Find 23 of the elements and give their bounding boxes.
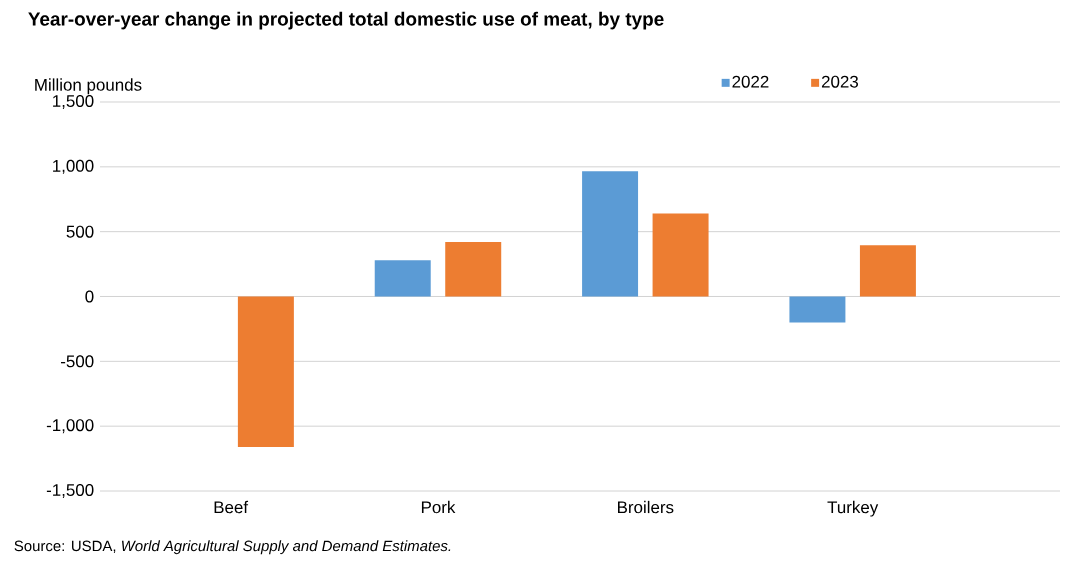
bar bbox=[859, 245, 916, 297]
y-tick-label: 500 bbox=[66, 225, 94, 238]
y-tick-label: -1,000 bbox=[46, 419, 94, 434]
bar bbox=[789, 296, 846, 323]
x-tick-label: Broilers bbox=[618, 500, 674, 514]
y-tick-label: 0 bbox=[85, 290, 94, 303]
y-axis-title: Million pounds bbox=[35, 78, 142, 95]
legend-label: 2022 bbox=[732, 75, 769, 88]
x-tick-label: Beef bbox=[214, 500, 249, 514]
source-note: Source: USDA, World Agricultural Supply and Demand Estimates. bbox=[14, 540, 451, 555]
bar bbox=[374, 260, 431, 297]
y-tick-label: 1,000 bbox=[53, 159, 94, 174]
bar bbox=[582, 171, 639, 297]
x-tick-label: Pork bbox=[421, 500, 456, 514]
y-tick-label: 1,500 bbox=[53, 95, 94, 109]
y-tick-label: -1,500 bbox=[46, 484, 94, 498]
bar bbox=[445, 242, 502, 297]
x-tick-label: Turkey bbox=[827, 500, 879, 517]
bar bbox=[237, 296, 294, 447]
chart-title: Year-over-year change in projected total domestic use of meat, by type bbox=[28, 11, 664, 30]
legend-label: 2023 bbox=[821, 75, 859, 88]
bar bbox=[652, 213, 709, 297]
y-tick-label: -500 bbox=[61, 355, 94, 368]
